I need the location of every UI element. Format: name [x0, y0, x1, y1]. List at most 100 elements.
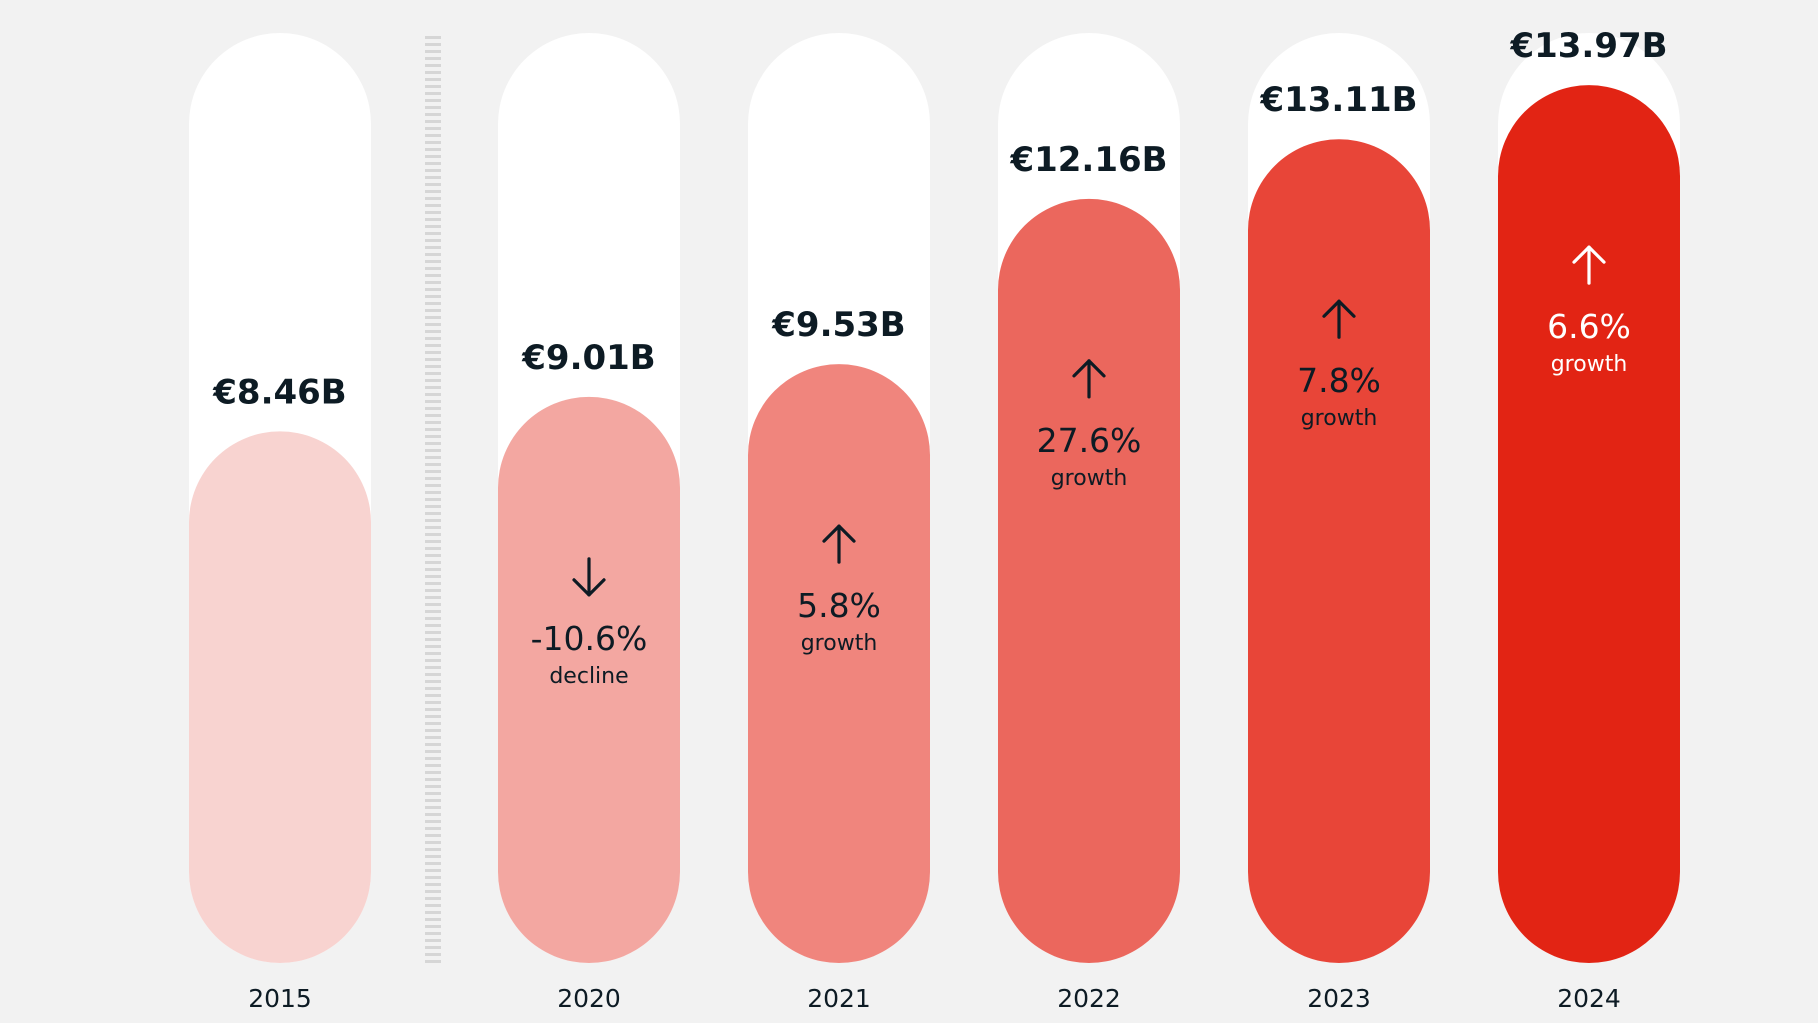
- axis-break-dash: [425, 463, 441, 466]
- axis-break-dash: [425, 344, 441, 347]
- change-percent-2022: 27.6%: [1037, 421, 1142, 460]
- axis-break-dash: [425, 645, 441, 648]
- axis-break-dash: [425, 428, 441, 431]
- axis-break-dash: [425, 99, 441, 102]
- axis-break-dash: [425, 274, 441, 277]
- axis-break-dash: [425, 484, 441, 487]
- change-label-2020: decline: [549, 664, 628, 689]
- value-label-2023: €13.11B: [1259, 80, 1417, 120]
- axis-break-dash: [425, 64, 441, 67]
- axis-break-dash: [425, 603, 441, 606]
- x-tick-label-2022: 2022: [1057, 984, 1121, 1013]
- axis-break-dash: [425, 827, 441, 830]
- axis-break-dash: [425, 330, 441, 333]
- axis-break-dash: [425, 421, 441, 424]
- x-tick-label-2015: 2015: [248, 984, 312, 1013]
- axis-break-dash: [425, 918, 441, 921]
- bar-tracks: [189, 33, 1680, 963]
- axis-break-dash: [425, 169, 441, 172]
- axis-break-dash: [425, 806, 441, 809]
- axis-break-dash: [425, 519, 441, 522]
- change-annotation-2022: 27.6% growth: [1037, 359, 1142, 491]
- value-label-2022: €12.16B: [1009, 140, 1167, 180]
- axis-break-dash: [425, 666, 441, 669]
- axis-break-dash: [425, 85, 441, 88]
- axis-break-dash: [425, 960, 441, 963]
- axis-break-dash: [425, 309, 441, 312]
- bar-2015: [189, 431, 371, 963]
- axis-break-dash: [425, 50, 441, 53]
- axis-break-dash: [425, 743, 441, 746]
- axis-break-dash: [425, 673, 441, 676]
- axis-break-dash: [425, 526, 441, 529]
- change-percent-2024: 6.6%: [1547, 307, 1631, 346]
- axis-break-dash: [425, 841, 441, 844]
- axis-break-marker: [425, 36, 441, 963]
- arrow-up-icon: [822, 524, 856, 564]
- axis-break-dash: [425, 218, 441, 221]
- axis-break-dash: [425, 589, 441, 592]
- axis-break-dash: [425, 78, 441, 81]
- axis-break-dash: [425, 575, 441, 578]
- axis-break-dash: [425, 372, 441, 375]
- arrow-up-icon: [1572, 245, 1606, 285]
- axis-break-dash: [425, 498, 441, 501]
- axis-break-dash: [425, 323, 441, 326]
- change-percent-2020: -10.6%: [531, 619, 648, 658]
- bar-2023: [1248, 139, 1430, 964]
- axis-break-dash: [425, 568, 441, 571]
- axis-break-dash: [425, 701, 441, 704]
- x-tick-label-2024: 2024: [1557, 984, 1621, 1013]
- x-tick-label-2021: 2021: [807, 984, 871, 1013]
- axis-break-dash: [425, 267, 441, 270]
- axis-break-dash: [425, 512, 441, 515]
- axis-break-dash: [425, 834, 441, 837]
- axis-break-dash: [425, 71, 441, 74]
- axis-break-dash: [425, 617, 441, 620]
- axis-break-dash: [425, 680, 441, 683]
- axis-break-dash: [425, 113, 441, 116]
- x-axis-tick-labels: 2015 2020 2021 2022 2023 2024: [248, 984, 1621, 1013]
- axis-break-dash: [425, 659, 441, 662]
- change-label-2022: growth: [1051, 466, 1128, 491]
- axis-break-dash: [425, 708, 441, 711]
- axis-break-dash: [425, 400, 441, 403]
- axis-break-dash: [425, 57, 441, 60]
- axis-break-dash: [425, 120, 441, 123]
- axis-break-dash: [425, 190, 441, 193]
- change-percent-2021: 5.8%: [797, 586, 881, 625]
- axis-break-dash: [425, 302, 441, 305]
- axis-break-dash: [425, 407, 441, 410]
- axis-break-dash: [425, 295, 441, 298]
- axis-break-dash: [425, 449, 441, 452]
- axis-break-dash: [425, 351, 441, 354]
- arrow-up-icon: [1322, 299, 1356, 339]
- axis-break-dash: [425, 211, 441, 214]
- axis-break-dash: [425, 155, 441, 158]
- axis-break-dash: [425, 757, 441, 760]
- value-label-2021: €9.53B: [771, 305, 905, 345]
- axis-break-dash: [425, 225, 441, 228]
- axis-break-dash: [425, 925, 441, 928]
- change-label-2024: growth: [1551, 352, 1628, 377]
- axis-break-dash: [425, 197, 441, 200]
- change-percent-2023: 7.8%: [1297, 361, 1381, 400]
- axis-break-dash: [425, 281, 441, 284]
- value-label-2024: €13.97B: [1509, 26, 1667, 66]
- axis-break-dash: [425, 232, 441, 235]
- axis-break-dash: [425, 946, 441, 949]
- x-tick-label-2023: 2023: [1307, 984, 1371, 1013]
- axis-break-dash: [425, 848, 441, 851]
- value-labels: €8.46B €9.01B €9.53B €12.16B €13.11B €13.97B: [212, 26, 1667, 412]
- axis-break-dash: [425, 722, 441, 725]
- axis-break-dash: [425, 652, 441, 655]
- axis-break-dash: [425, 36, 441, 39]
- change-label-2023: growth: [1301, 406, 1378, 431]
- axis-break-dash: [425, 316, 441, 319]
- axis-break-dash: [425, 162, 441, 165]
- axis-break-dash: [425, 561, 441, 564]
- axis-break-dash: [425, 456, 441, 459]
- axis-break-dash: [425, 260, 441, 263]
- change-annotation-2021: 5.8% growth: [797, 524, 881, 656]
- axis-break-dash: [425, 393, 441, 396]
